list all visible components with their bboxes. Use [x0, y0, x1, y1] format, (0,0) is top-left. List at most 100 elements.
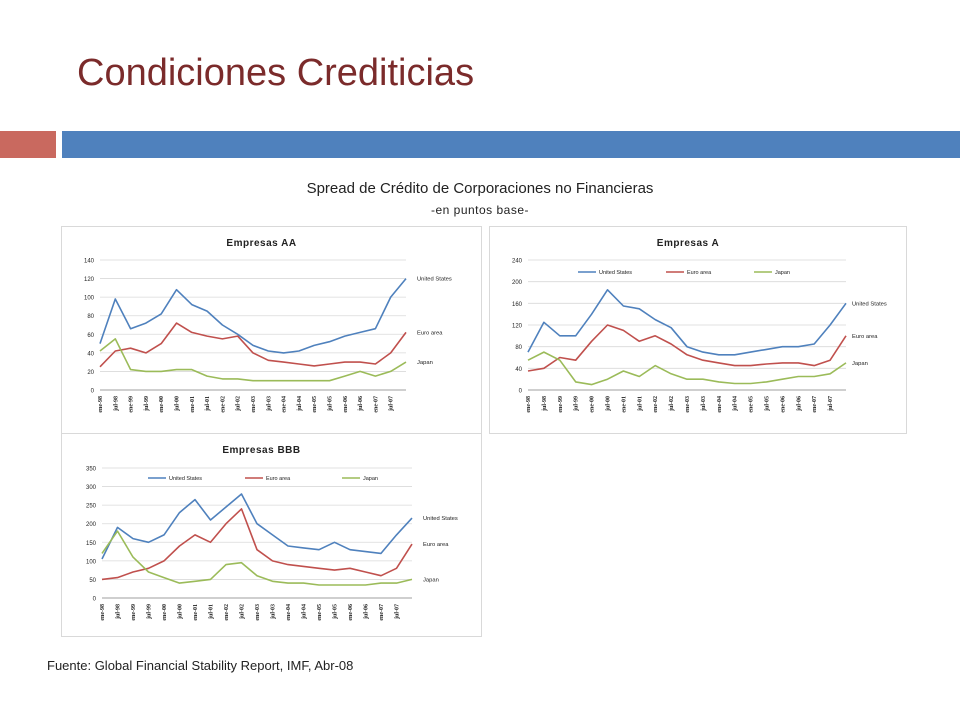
x-tick-label: ene-06 — [780, 396, 786, 413]
chart-heading: Spread de Crédito de Corporaciones no Fi… — [306, 180, 654, 197]
accent-bar-red — [0, 131, 56, 158]
x-tick-label: jul-98 — [116, 604, 122, 620]
x-tick-label: ene-98 — [98, 396, 104, 413]
x-tick-label: jul-00 — [606, 396, 612, 412]
y-tick-label: 200 — [86, 522, 97, 528]
y-tick-label: 60 — [87, 333, 94, 339]
series-end-label-united-states: United States — [423, 516, 458, 522]
chart-subheading: -en puntos base- — [430, 203, 530, 217]
x-tick-label: ene-05 — [312, 396, 318, 413]
x-tick-label: jul-05 — [333, 604, 339, 620]
x-tick-label: jul-01 — [205, 396, 211, 412]
x-tick-label: jul-03 — [271, 604, 277, 620]
x-tick-label: jul-06 — [364, 604, 370, 620]
x-tick-label: jul-00 — [175, 396, 181, 412]
y-tick-label: 100 — [84, 296, 95, 302]
y-tick-label: 200 — [512, 280, 523, 286]
x-tick-label: jul-04 — [733, 396, 739, 412]
x-tick-label: ene-04 — [282, 396, 288, 413]
series-line-euro-area — [99, 322, 407, 368]
chart-empresas-bbb: Empresas BBB 0 50 100 150 200 250 300 350 ene-98 j… — [86, 445, 458, 621]
series-end-label-euro-area: Euro area — [423, 542, 449, 548]
chart-panel-bbb: Empresas BBB 0 50 100 150 200 250 300 350 ene-98 j… — [61, 433, 482, 637]
legend-label-euro-area: Euro area — [687, 270, 712, 276]
y-tick-label: 50 — [89, 578, 96, 584]
series-line-united-states — [101, 493, 413, 560]
series-end-label-united-states: United States — [852, 301, 887, 307]
y-tick-label: 80 — [87, 314, 94, 320]
y-tick-label: 120 — [512, 324, 523, 330]
y-tick-label: 250 — [86, 504, 97, 510]
chart-panel-aa: Empresas AA 0 20 40 60 80 100 120 140 ene-98 jul-9… — [61, 226, 482, 434]
x-tick-label: jul-06 — [358, 396, 364, 412]
accent-bar-blue — [62, 131, 960, 158]
legend-label-japan: Japan — [775, 270, 790, 276]
x-tick-label: jul-02 — [236, 396, 242, 412]
x-tick-label: ene-03 — [251, 396, 257, 413]
x-tick-label: jul-01 — [209, 604, 215, 620]
x-tick-label: ene-03 — [685, 396, 691, 413]
x-tick-label: ene-07 — [812, 396, 818, 413]
series-end-label-japan: Japan — [852, 361, 868, 367]
x-tick-label: jul-02 — [240, 604, 246, 620]
x-tick-label: ene-00 — [590, 396, 596, 413]
series-end-label-united-states: United States — [417, 277, 452, 283]
y-tick-label: 80 — [515, 345, 522, 351]
y-tick-label: 150 — [86, 541, 97, 547]
x-tick-label: jul-99 — [574, 396, 580, 412]
legend-label-united-states: United States — [599, 270, 632, 276]
series-line-japan — [99, 338, 407, 382]
x-tick-label: jul-03 — [266, 396, 272, 412]
chart-title: Empresas A — [657, 238, 719, 249]
chart-title: Empresas BBB — [222, 445, 300, 456]
x-tick-label: jul-99 — [147, 604, 153, 620]
x-tick-label: jul-00 — [178, 604, 184, 620]
y-tick-label: 350 — [86, 467, 97, 473]
x-tick-label: ene-99 — [131, 604, 137, 621]
series-line-japan — [101, 530, 413, 586]
x-tick-label: ene-02 — [224, 604, 230, 621]
y-tick-label: 300 — [86, 485, 97, 491]
chart-empresas-a: Empresas A 0 40 80 120 160 200 240 ene-98 jul-98 e… — [512, 238, 887, 413]
x-tick-label: jul-98 — [542, 396, 548, 412]
y-tick-label: 40 — [515, 367, 522, 373]
series-line-euro-area — [101, 508, 413, 581]
x-tick-label: ene-06 — [348, 604, 354, 621]
y-tick-label: 120 — [84, 277, 95, 283]
x-tick-label: jul-04 — [302, 604, 308, 620]
x-tick-label: ene-00 — [159, 396, 165, 413]
y-tick-label: 0 — [93, 597, 97, 603]
y-tick-label: 0 — [91, 389, 95, 395]
x-tick-label: ene-05 — [317, 604, 323, 621]
x-tick-label: jul-07 — [395, 604, 401, 620]
x-tick-label: ene-07 — [373, 396, 379, 413]
series-end-label-euro-area: Euro area — [852, 334, 878, 340]
legend-label-united-states: United States — [169, 476, 202, 482]
x-tick-label: jul-01 — [637, 396, 643, 412]
x-tick-label: jul-05 — [765, 396, 771, 412]
chart-title: Empresas AA — [226, 238, 296, 249]
x-tick-label: ene-02 — [653, 396, 659, 413]
x-tick-label: jul-07 — [389, 396, 395, 412]
x-tick-label: jul-06 — [796, 396, 802, 412]
series-line-japan — [527, 351, 847, 386]
x-tick-label: ene-04 — [286, 604, 292, 621]
x-tick-label: ene-00 — [162, 604, 168, 621]
y-tick-label: 0 — [519, 389, 523, 395]
series-end-label-euro-area: Euro area — [417, 330, 443, 336]
x-tick-label: ene-04 — [717, 396, 723, 413]
x-tick-label: ene-98 — [100, 604, 106, 621]
x-tick-label: jul-07 — [828, 396, 834, 412]
x-tick-label: ene-01 — [193, 604, 199, 621]
y-tick-label: 240 — [512, 259, 523, 265]
x-tick-label: ene-99 — [558, 396, 564, 413]
legend-label-euro-area: Euro area — [266, 476, 291, 482]
y-tick-label: 20 — [87, 370, 94, 376]
y-tick-label: 100 — [86, 559, 97, 565]
x-tick-label: ene-07 — [379, 604, 385, 621]
x-tick-label: jul-02 — [669, 396, 675, 412]
y-tick-label: 140 — [84, 259, 95, 265]
series-line-united-states — [527, 288, 847, 356]
y-tick-label: 160 — [512, 302, 523, 308]
x-tick-label: ene-05 — [749, 396, 755, 413]
